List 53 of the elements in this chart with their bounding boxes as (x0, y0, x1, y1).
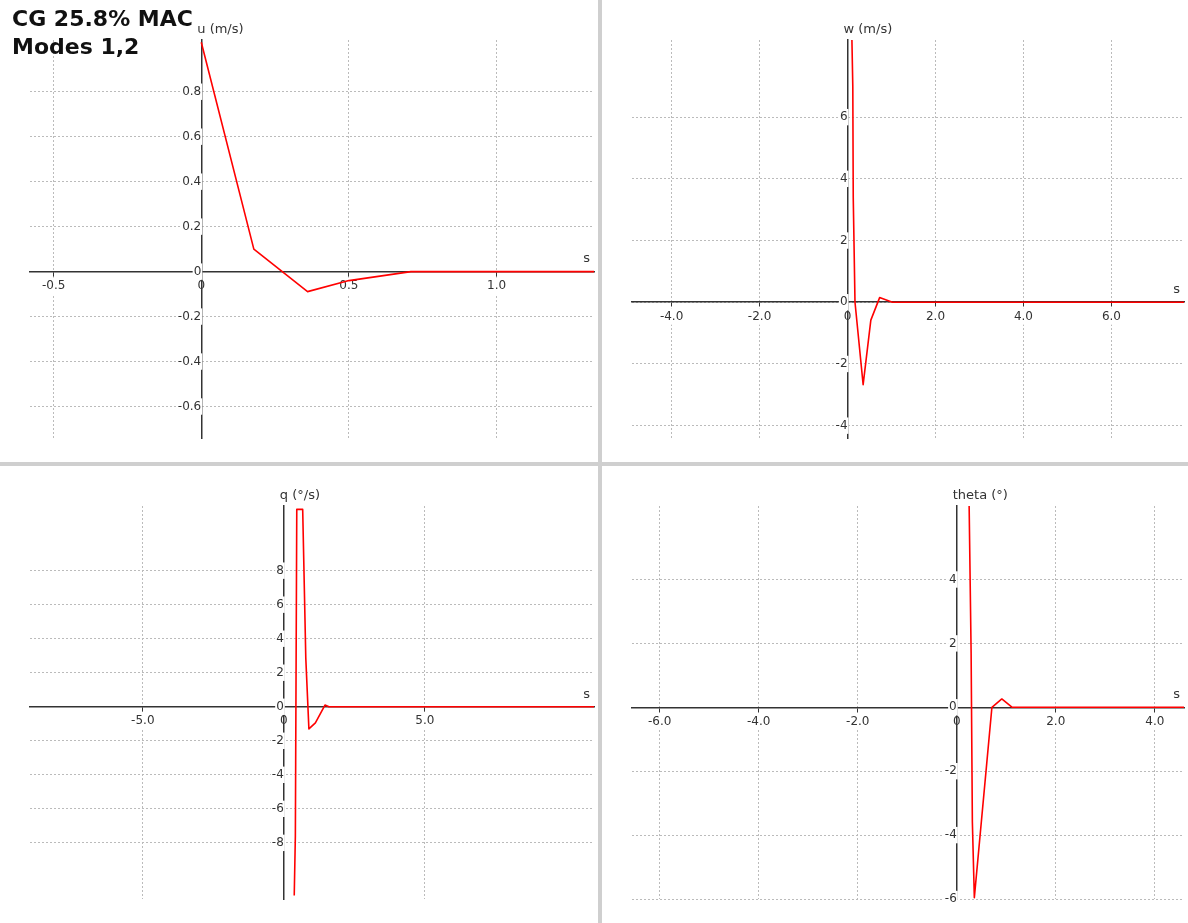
y-tick-label: 0.6 (182, 128, 202, 143)
y-tick-label: -0.2 (177, 308, 202, 323)
y-tick-label: -4 (944, 827, 957, 842)
y-tick-label: -4 (835, 417, 848, 432)
y-tick-label: 0.8 (182, 83, 202, 98)
y-axis-title: u (m/s) (197, 20, 244, 36)
y-tick-label: 0 (276, 698, 284, 713)
y-tick-label: 4 (839, 170, 848, 185)
x-tick-label: -4.0 (747, 713, 771, 728)
y-tick-label: 6 (276, 596, 284, 611)
x-tick-label: -2.0 (747, 308, 772, 323)
x-tick-label: -4.0 (659, 308, 684, 323)
x-tick-label: 6.0 (1101, 308, 1121, 323)
y-tick-label: -2 (944, 763, 957, 778)
x-tick-label: -0.5 (41, 277, 66, 292)
y-axis-title: w (m/s) (843, 20, 893, 36)
y-tick-label: -8 (271, 834, 284, 849)
y-tick-label: -2 (271, 732, 284, 747)
y-tick-label: 8 (276, 562, 284, 577)
x-axis-title: s (1173, 686, 1181, 702)
y-tick-label: -6 (944, 891, 957, 906)
x-axis-title: s (1173, 281, 1181, 297)
y-tick-label: 6 (839, 109, 848, 124)
x-tick-label: 5.0 (415, 713, 435, 728)
y-tick-label: 0.2 (182, 218, 202, 233)
y-tick-label: 0 (949, 699, 957, 714)
chart-title: CG 25.8% MAC (12, 6, 193, 31)
y-tick-label: -0.4 (177, 353, 202, 368)
y-axis-title: theta (°) (952, 486, 1008, 502)
x-tick-label: 4.0 (1013, 308, 1034, 323)
x-tick-label: 4.0 (1145, 713, 1165, 728)
y-tick-label: -6 (271, 800, 284, 815)
x-tick-label: 2.0 (925, 308, 946, 323)
y-tick-label: 2 (949, 635, 957, 650)
y-tick-label: 2 (839, 232, 848, 247)
chart-subtitle: Modes 1,2 (12, 34, 140, 59)
x-axis-title: s (583, 250, 591, 266)
y-tick-label: 0 (193, 263, 202, 278)
y-tick-label: 0 (839, 294, 848, 309)
y-tick-label: -0.6 (177, 398, 202, 413)
y-tick-label: -4 (271, 766, 284, 781)
y-tick-label: 4 (949, 571, 957, 586)
y-axis-title: q (°/s) (279, 486, 320, 502)
y-tick-label: 0.4 (182, 173, 202, 188)
x-axis-title: s (583, 685, 591, 701)
x-tick-label: -6.0 (648, 713, 672, 728)
y-tick-label: -2 (835, 356, 848, 371)
x-tick-label: 1.0 (487, 277, 507, 292)
y-tick-label: 2 (276, 664, 284, 679)
y-tick-label: 4 (276, 630, 284, 645)
x-tick-label: 2.0 (1046, 713, 1066, 728)
x-tick-label: -5.0 (131, 713, 155, 728)
x-tick-label: -2.0 (846, 713, 870, 728)
